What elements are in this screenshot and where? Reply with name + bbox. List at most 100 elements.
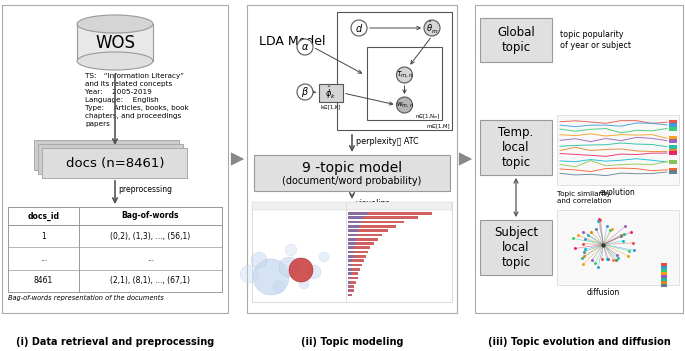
- FancyBboxPatch shape: [348, 255, 366, 258]
- FancyBboxPatch shape: [348, 251, 354, 253]
- FancyBboxPatch shape: [348, 220, 404, 223]
- FancyBboxPatch shape: [348, 233, 382, 236]
- FancyBboxPatch shape: [34, 140, 179, 170]
- Text: (2,1), (8,1), ..., (67,1): (2,1), (8,1), ..., (67,1): [110, 276, 190, 285]
- FancyBboxPatch shape: [557, 115, 679, 185]
- Ellipse shape: [397, 67, 412, 83]
- FancyBboxPatch shape: [247, 5, 457, 313]
- Text: ...: ...: [147, 254, 154, 263]
- Ellipse shape: [319, 252, 329, 262]
- FancyBboxPatch shape: [348, 272, 352, 275]
- Text: $\beta$: $\beta$: [301, 85, 309, 99]
- Text: docs (n=8461): docs (n=8461): [66, 157, 164, 170]
- Text: $\hat{\theta}_m$: $\hat{\theta}_m$: [426, 20, 438, 36]
- FancyBboxPatch shape: [38, 144, 184, 174]
- Text: LDA Model: LDA Model: [259, 35, 325, 48]
- Text: $w_{m,n}$: $w_{m,n}$: [396, 100, 413, 110]
- Text: (0,2), (1,3), ..., (56,1): (0,2), (1,3), ..., (56,1): [110, 232, 190, 241]
- Ellipse shape: [424, 20, 440, 36]
- FancyBboxPatch shape: [669, 170, 677, 174]
- FancyBboxPatch shape: [348, 255, 354, 258]
- FancyBboxPatch shape: [348, 290, 354, 292]
- FancyBboxPatch shape: [661, 266, 667, 269]
- FancyBboxPatch shape: [348, 294, 350, 297]
- Ellipse shape: [297, 39, 313, 55]
- Ellipse shape: [77, 15, 153, 33]
- Ellipse shape: [289, 258, 313, 282]
- FancyBboxPatch shape: [348, 264, 362, 266]
- FancyBboxPatch shape: [661, 284, 667, 286]
- FancyBboxPatch shape: [8, 207, 222, 292]
- FancyBboxPatch shape: [480, 220, 552, 275]
- Text: (document/word probability): (document/word probability): [282, 176, 422, 186]
- Text: $\tau_{m,n}$: $\tau_{m,n}$: [396, 70, 413, 80]
- FancyBboxPatch shape: [661, 278, 667, 280]
- FancyBboxPatch shape: [475, 5, 683, 313]
- Text: Topic similarity
and correlation: Topic similarity and correlation: [557, 191, 612, 204]
- FancyBboxPatch shape: [669, 145, 677, 149]
- Text: Subject
local
topic: Subject local topic: [494, 226, 538, 269]
- Text: Bag-of-words: Bag-of-words: [121, 212, 179, 220]
- FancyBboxPatch shape: [348, 281, 356, 284]
- FancyBboxPatch shape: [348, 285, 354, 288]
- FancyBboxPatch shape: [480, 18, 552, 62]
- FancyBboxPatch shape: [252, 202, 452, 210]
- FancyBboxPatch shape: [348, 229, 388, 232]
- Text: Global
topic: Global topic: [497, 26, 535, 54]
- FancyBboxPatch shape: [348, 238, 356, 240]
- Ellipse shape: [279, 257, 299, 277]
- FancyBboxPatch shape: [669, 160, 677, 164]
- Ellipse shape: [285, 244, 297, 256]
- FancyBboxPatch shape: [669, 139, 677, 143]
- Text: TS: “Information Literacy”
and its related concepts
Year:  2005-2019
Language:  : TS: “Information Literacy” and its relat…: [85, 73, 189, 127]
- FancyBboxPatch shape: [348, 251, 368, 253]
- Text: (iii) Topic evolution and diffusion: (iii) Topic evolution and diffusion: [488, 337, 671, 347]
- Text: Temp.
local
topic: Temp. local topic: [499, 126, 534, 169]
- FancyBboxPatch shape: [348, 285, 350, 288]
- FancyBboxPatch shape: [669, 136, 677, 140]
- Text: Bag-of-words representation of the documents: Bag-of-words representation of the docum…: [8, 295, 164, 301]
- Ellipse shape: [307, 265, 321, 279]
- Text: 9 -topic model: 9 -topic model: [302, 161, 402, 175]
- FancyBboxPatch shape: [348, 264, 352, 266]
- Text: docs_id: docs_id: [27, 211, 60, 220]
- FancyBboxPatch shape: [348, 212, 432, 215]
- Text: WOS: WOS: [95, 33, 135, 52]
- FancyBboxPatch shape: [348, 242, 356, 245]
- Text: (i) Data retrieval and preprocessing: (i) Data retrieval and preprocessing: [16, 337, 214, 347]
- FancyBboxPatch shape: [348, 246, 370, 249]
- Ellipse shape: [299, 279, 309, 289]
- FancyBboxPatch shape: [661, 263, 667, 265]
- FancyBboxPatch shape: [348, 229, 358, 232]
- FancyBboxPatch shape: [348, 259, 364, 262]
- Text: k∈[1,K]: k∈[1,K]: [321, 104, 341, 109]
- Ellipse shape: [351, 20, 367, 36]
- FancyBboxPatch shape: [348, 220, 362, 223]
- Text: n∈[1,Nₘ]: n∈[1,Nₘ]: [416, 113, 440, 118]
- FancyBboxPatch shape: [319, 84, 343, 102]
- FancyBboxPatch shape: [348, 242, 374, 245]
- Text: perplexity， ATC: perplexity， ATC: [356, 138, 419, 146]
- Ellipse shape: [251, 252, 267, 268]
- FancyBboxPatch shape: [480, 120, 552, 175]
- Text: $\alpha$: $\alpha$: [301, 42, 309, 52]
- Ellipse shape: [77, 52, 153, 70]
- FancyBboxPatch shape: [348, 268, 360, 271]
- FancyBboxPatch shape: [661, 275, 667, 278]
- FancyBboxPatch shape: [669, 150, 677, 153]
- Ellipse shape: [273, 281, 285, 293]
- FancyBboxPatch shape: [348, 281, 350, 284]
- FancyBboxPatch shape: [348, 216, 364, 219]
- FancyBboxPatch shape: [252, 202, 452, 302]
- Ellipse shape: [397, 97, 412, 113]
- FancyBboxPatch shape: [337, 12, 452, 130]
- FancyBboxPatch shape: [669, 159, 677, 164]
- FancyBboxPatch shape: [348, 225, 360, 228]
- FancyBboxPatch shape: [661, 281, 667, 284]
- FancyBboxPatch shape: [2, 5, 228, 313]
- FancyBboxPatch shape: [669, 126, 677, 131]
- FancyBboxPatch shape: [42, 148, 188, 178]
- Text: (ii) Topic modeling: (ii) Topic modeling: [301, 337, 403, 347]
- FancyBboxPatch shape: [367, 47, 442, 120]
- Text: 8461: 8461: [34, 276, 53, 285]
